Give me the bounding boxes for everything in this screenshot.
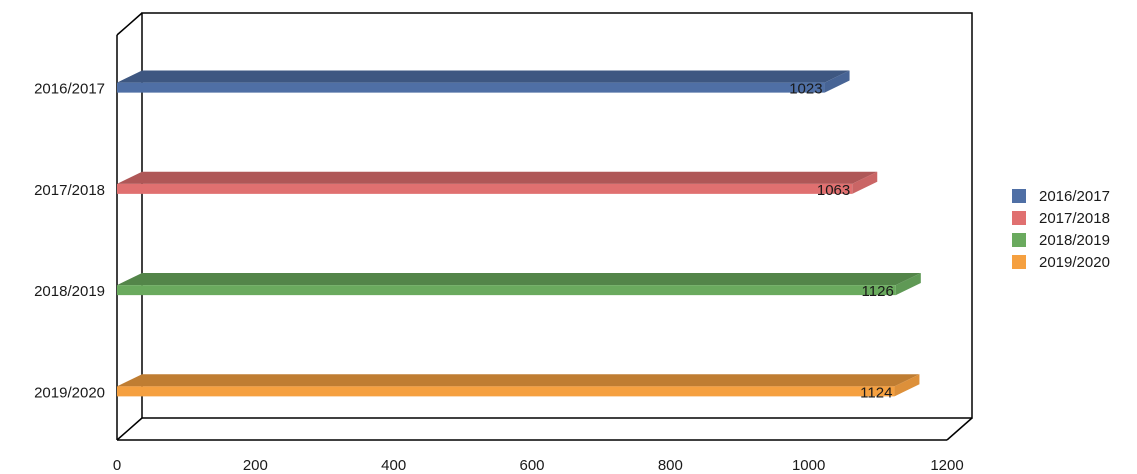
bar-end-face [894, 374, 920, 397]
legend-entry: 2018/2019 [1012, 232, 1110, 249]
x-tick-label: 400 [381, 457, 406, 474]
legend-entry: 2019/2020 [1012, 254, 1110, 271]
x-tick-label: 800 [658, 457, 683, 474]
data-label: 1023 [789, 81, 822, 98]
bar-2017-2018: 1063 [117, 171, 878, 199]
data-label: 1124 [860, 384, 892, 401]
bars-group: 1023 1063 1126 1124 [117, 70, 921, 401]
bar-front-face [117, 183, 853, 194]
x-tick-label: 1000 [792, 457, 825, 474]
legend-label: 2017/2018 [1039, 210, 1110, 227]
bar-end-face [824, 70, 850, 93]
x-tick-label: 200 [243, 457, 268, 474]
bar-top-face [117, 70, 850, 83]
category-axis-labels: 2016/2017 2017/2018 2018/2019 2019/2020 [34, 81, 105, 402]
legend-label: 2019/2020 [1039, 254, 1110, 271]
legend-swatch [1012, 189, 1026, 203]
legend-label: 2016/2017 [1039, 188, 1110, 205]
legend-swatch [1012, 255, 1026, 269]
category-label: 2018/2019 [34, 283, 105, 300]
value-axis-tick-labels: 0 200 400 600 800 1000 1200 [113, 457, 964, 474]
legend-label: 2018/2019 [1039, 232, 1110, 249]
data-label: 1063 [817, 182, 850, 199]
category-label: 2019/2020 [34, 384, 105, 401]
legend-swatch [1012, 211, 1026, 225]
bar-front-face [117, 82, 825, 93]
bar-2016-2017: 1023 [117, 70, 850, 98]
bar-2019-2020: 1124 [117, 374, 920, 401]
legend-swatch [1012, 233, 1026, 247]
bar-top-face [117, 273, 921, 286]
legend-entry: 2017/2018 [1012, 210, 1110, 227]
bar-2018-2019: 1126 [117, 273, 921, 300]
bar-front-face [117, 386, 895, 397]
bar-end-face [895, 273, 921, 296]
bar-top-face [117, 171, 878, 184]
x-tick-label: 600 [519, 457, 544, 474]
x-tick-label: 0 [113, 457, 121, 474]
data-label: 1126 [862, 283, 894, 300]
legend: 2016/2017 2017/2018 2018/2019 2019/2020 [1012, 188, 1110, 271]
legend-entry: 2016/2017 [1012, 188, 1110, 205]
bottom-right-depth-line [946, 417, 973, 441]
category-label: 2017/2018 [34, 182, 105, 199]
bar-front-face [117, 285, 896, 296]
bar-top-face [117, 374, 920, 387]
bottom-left-depth-line [116, 417, 143, 441]
x-tick-label: 1200 [930, 457, 963, 474]
left-top-depth-line [116, 12, 143, 36]
bar-end-face [852, 171, 878, 194]
category-label: 2016/2017 [34, 81, 105, 98]
